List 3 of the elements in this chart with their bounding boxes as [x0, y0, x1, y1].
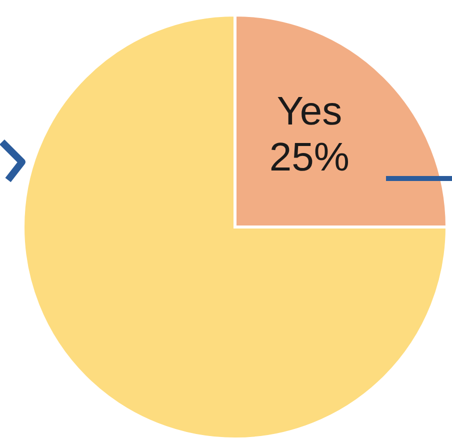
data-label: 25% — [269, 136, 350, 180]
slice-label: Yes — [276, 90, 342, 134]
pie-slice — [22, 14, 448, 440]
